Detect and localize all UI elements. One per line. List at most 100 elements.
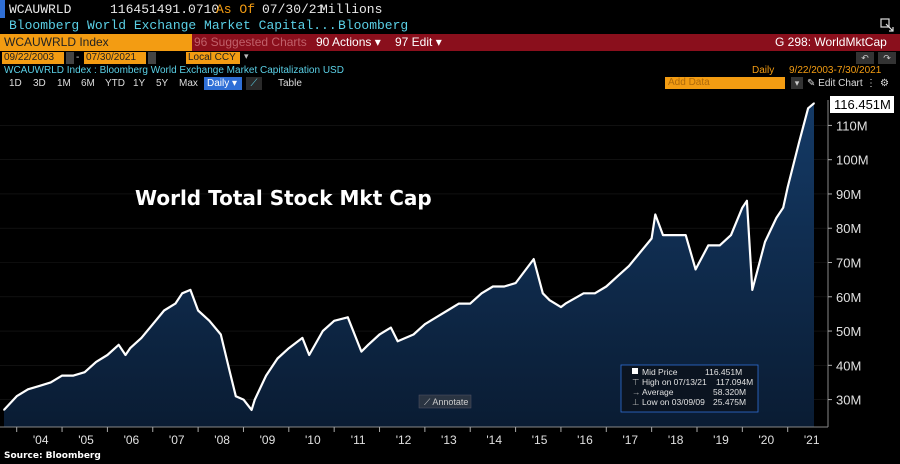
data-point [751,289,754,291]
chevron-down-icon[interactable]: ▾ [244,51,249,61]
data-point [813,102,815,105]
data-point [707,244,710,247]
x-tick-label: '09 [260,433,276,447]
currency-select[interactable]: Local CCY [186,52,240,64]
data-point [605,285,608,288]
frequency-value: Daily [207,78,230,89]
data-point [532,258,535,260]
data-point [582,292,585,295]
calendar-icon[interactable] [148,52,156,64]
data-point [276,357,279,360]
actions-menu[interactable]: 90 Actions ▾ [316,34,381,51]
chevron-down-icon[interactable]: ▾ [791,77,803,89]
average-icon: → [632,387,641,397]
data-point [541,292,544,295]
line-chart-icon[interactable]: ⟋ [246,77,262,90]
low-icon: ⊥ [632,397,640,407]
edit-menu[interactable]: 97 Edit ▾ [395,34,442,51]
data-point [775,217,778,219]
undo-icon[interactable]: ↶ [856,52,874,64]
data-point [140,337,143,339]
data-point [61,374,63,377]
period-1y[interactable]: 1Y [133,78,146,89]
start-date-input[interactable]: 09/22/2003 [2,52,64,64]
period-1m[interactable]: 1M [57,78,71,89]
selection-marker [0,0,5,18]
x-tick-label: '18 [668,433,684,447]
x-tick-label: '21 [804,433,820,447]
stat-high-value: 117.094M [716,377,753,387]
suggested-charts-button[interactable]: 96 Suggested Charts [194,35,307,49]
settings-icon[interactable]: ⚙ [880,78,889,89]
redo-icon[interactable]: ↷ [878,52,896,64]
description-row: Bloomberg World Exchange Market Capital.… [0,17,900,34]
data-point [730,234,732,237]
period-max[interactable]: Max [179,78,198,89]
export-icon[interactable] [880,18,894,32]
mid-price-swatch [632,368,638,374]
data-point [412,333,415,336]
data-point [718,244,721,247]
end-date-input[interactable]: 07/30/2021 [84,52,146,64]
data-point [480,292,483,295]
data-point [83,371,86,374]
add-data-input[interactable]: Add Data [665,77,785,89]
frequency-label: Daily [752,65,775,76]
data-point [151,323,154,326]
more-icon[interactable]: ⋮ [866,78,876,89]
calendar-icon[interactable] [66,52,74,64]
x-tick-label: '04 [33,433,49,447]
stat-average-label: Average [642,387,674,397]
period-3d[interactable]: 3D [33,78,46,89]
security-field[interactable]: WCAUWRLD Index [0,34,192,51]
series-line [3,102,815,411]
data-point [15,395,18,398]
annotate-button[interactable]: ⟋ Annotate [418,394,472,409]
x-tick-label: '15 [532,433,548,447]
data-point [250,409,253,411]
data-point [219,333,222,336]
stat-average-value: 58.320M [713,387,746,397]
chevron-down-icon: ▾ [435,35,442,49]
data-point [129,347,132,350]
data-point [396,340,399,343]
data-point [628,265,630,267]
command-toolbar: WCAUWRLD Index 96 Suggested Charts 90 Ac… [0,34,900,51]
edit-chart-button[interactable]: ✎ Edit Chart [807,78,863,89]
period-1d[interactable]: 1D [9,78,22,89]
data-point [346,316,349,319]
data-point [458,302,460,305]
table-button[interactable]: Table [278,78,302,89]
edit-label: 97 Edit [395,35,433,49]
period-ytd[interactable]: YTD [105,78,125,89]
stat-high-label: High on 07/13/21 [642,377,707,387]
high-icon: ⊤ [632,377,640,387]
data-point [616,275,619,278]
data-point [662,234,664,237]
stat-mid-price-value: 116.451M [705,367,742,377]
data-points [3,102,815,411]
data-point [741,206,744,209]
y-tick-label: 90M [836,187,861,202]
source-note: Source: Bloomberg [4,451,101,461]
data-point [684,234,687,237]
data-point [650,237,653,240]
frequency-select[interactable]: Daily ▾ [204,77,242,90]
data-point [265,374,267,377]
x-tick-label: '13 [441,433,457,447]
chevron-down-icon: ▾ [374,35,381,49]
x-tick-label: '12 [396,433,412,447]
period-6m[interactable]: 6M [81,78,95,89]
data-point [181,292,184,295]
y-tick-label: 40M [836,358,861,373]
period-5y[interactable]: 5Y [156,78,169,89]
x-tick-label: '06 [124,433,140,447]
x-tick-label: '16 [577,433,593,447]
data-point [106,354,109,356]
data-point [367,343,370,346]
data-point [548,299,551,302]
range-dash: - [76,52,80,63]
ticker-symbol[interactable]: WCAUWRLD [9,2,72,17]
data-point [197,309,200,312]
